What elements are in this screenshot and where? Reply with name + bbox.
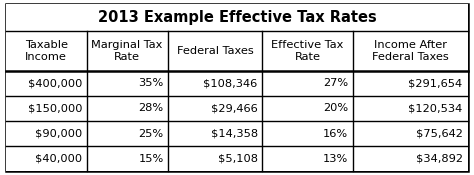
Text: $400,000: $400,000: [28, 78, 82, 88]
Text: $291,654: $291,654: [409, 78, 463, 88]
Text: 35%: 35%: [138, 78, 164, 88]
Text: Marginal Tax
Rate: Marginal Tax Rate: [91, 40, 163, 62]
Text: $34,892: $34,892: [416, 154, 463, 164]
Text: $14,358: $14,358: [210, 128, 258, 138]
Bar: [6, 32, 468, 71]
Text: $120,534: $120,534: [408, 103, 463, 113]
Bar: [6, 4, 468, 32]
Text: 28%: 28%: [138, 103, 164, 113]
Text: $29,466: $29,466: [211, 103, 258, 113]
Text: $90,000: $90,000: [36, 128, 82, 138]
Text: Federal Taxes: Federal Taxes: [177, 46, 254, 56]
Bar: [6, 121, 468, 146]
Text: $5,108: $5,108: [218, 154, 258, 164]
Text: 13%: 13%: [323, 154, 348, 164]
Text: 16%: 16%: [323, 128, 348, 138]
Bar: [6, 146, 468, 171]
Text: Income After
Federal Taxes: Income After Federal Taxes: [372, 40, 449, 62]
Text: Taxable
Income: Taxable Income: [25, 40, 68, 62]
Text: $108,346: $108,346: [203, 78, 258, 88]
Text: 27%: 27%: [323, 78, 348, 88]
Text: $150,000: $150,000: [28, 103, 82, 113]
Text: 15%: 15%: [138, 154, 164, 164]
Bar: [6, 71, 468, 96]
Text: Effective Tax
Rate: Effective Tax Rate: [271, 40, 344, 62]
Text: $75,642: $75,642: [416, 128, 463, 138]
Text: 25%: 25%: [138, 128, 164, 138]
Text: 20%: 20%: [323, 103, 348, 113]
Text: $40,000: $40,000: [36, 154, 82, 164]
Text: 2013 Example Effective Tax Rates: 2013 Example Effective Tax Rates: [98, 10, 376, 25]
Bar: [6, 96, 468, 121]
